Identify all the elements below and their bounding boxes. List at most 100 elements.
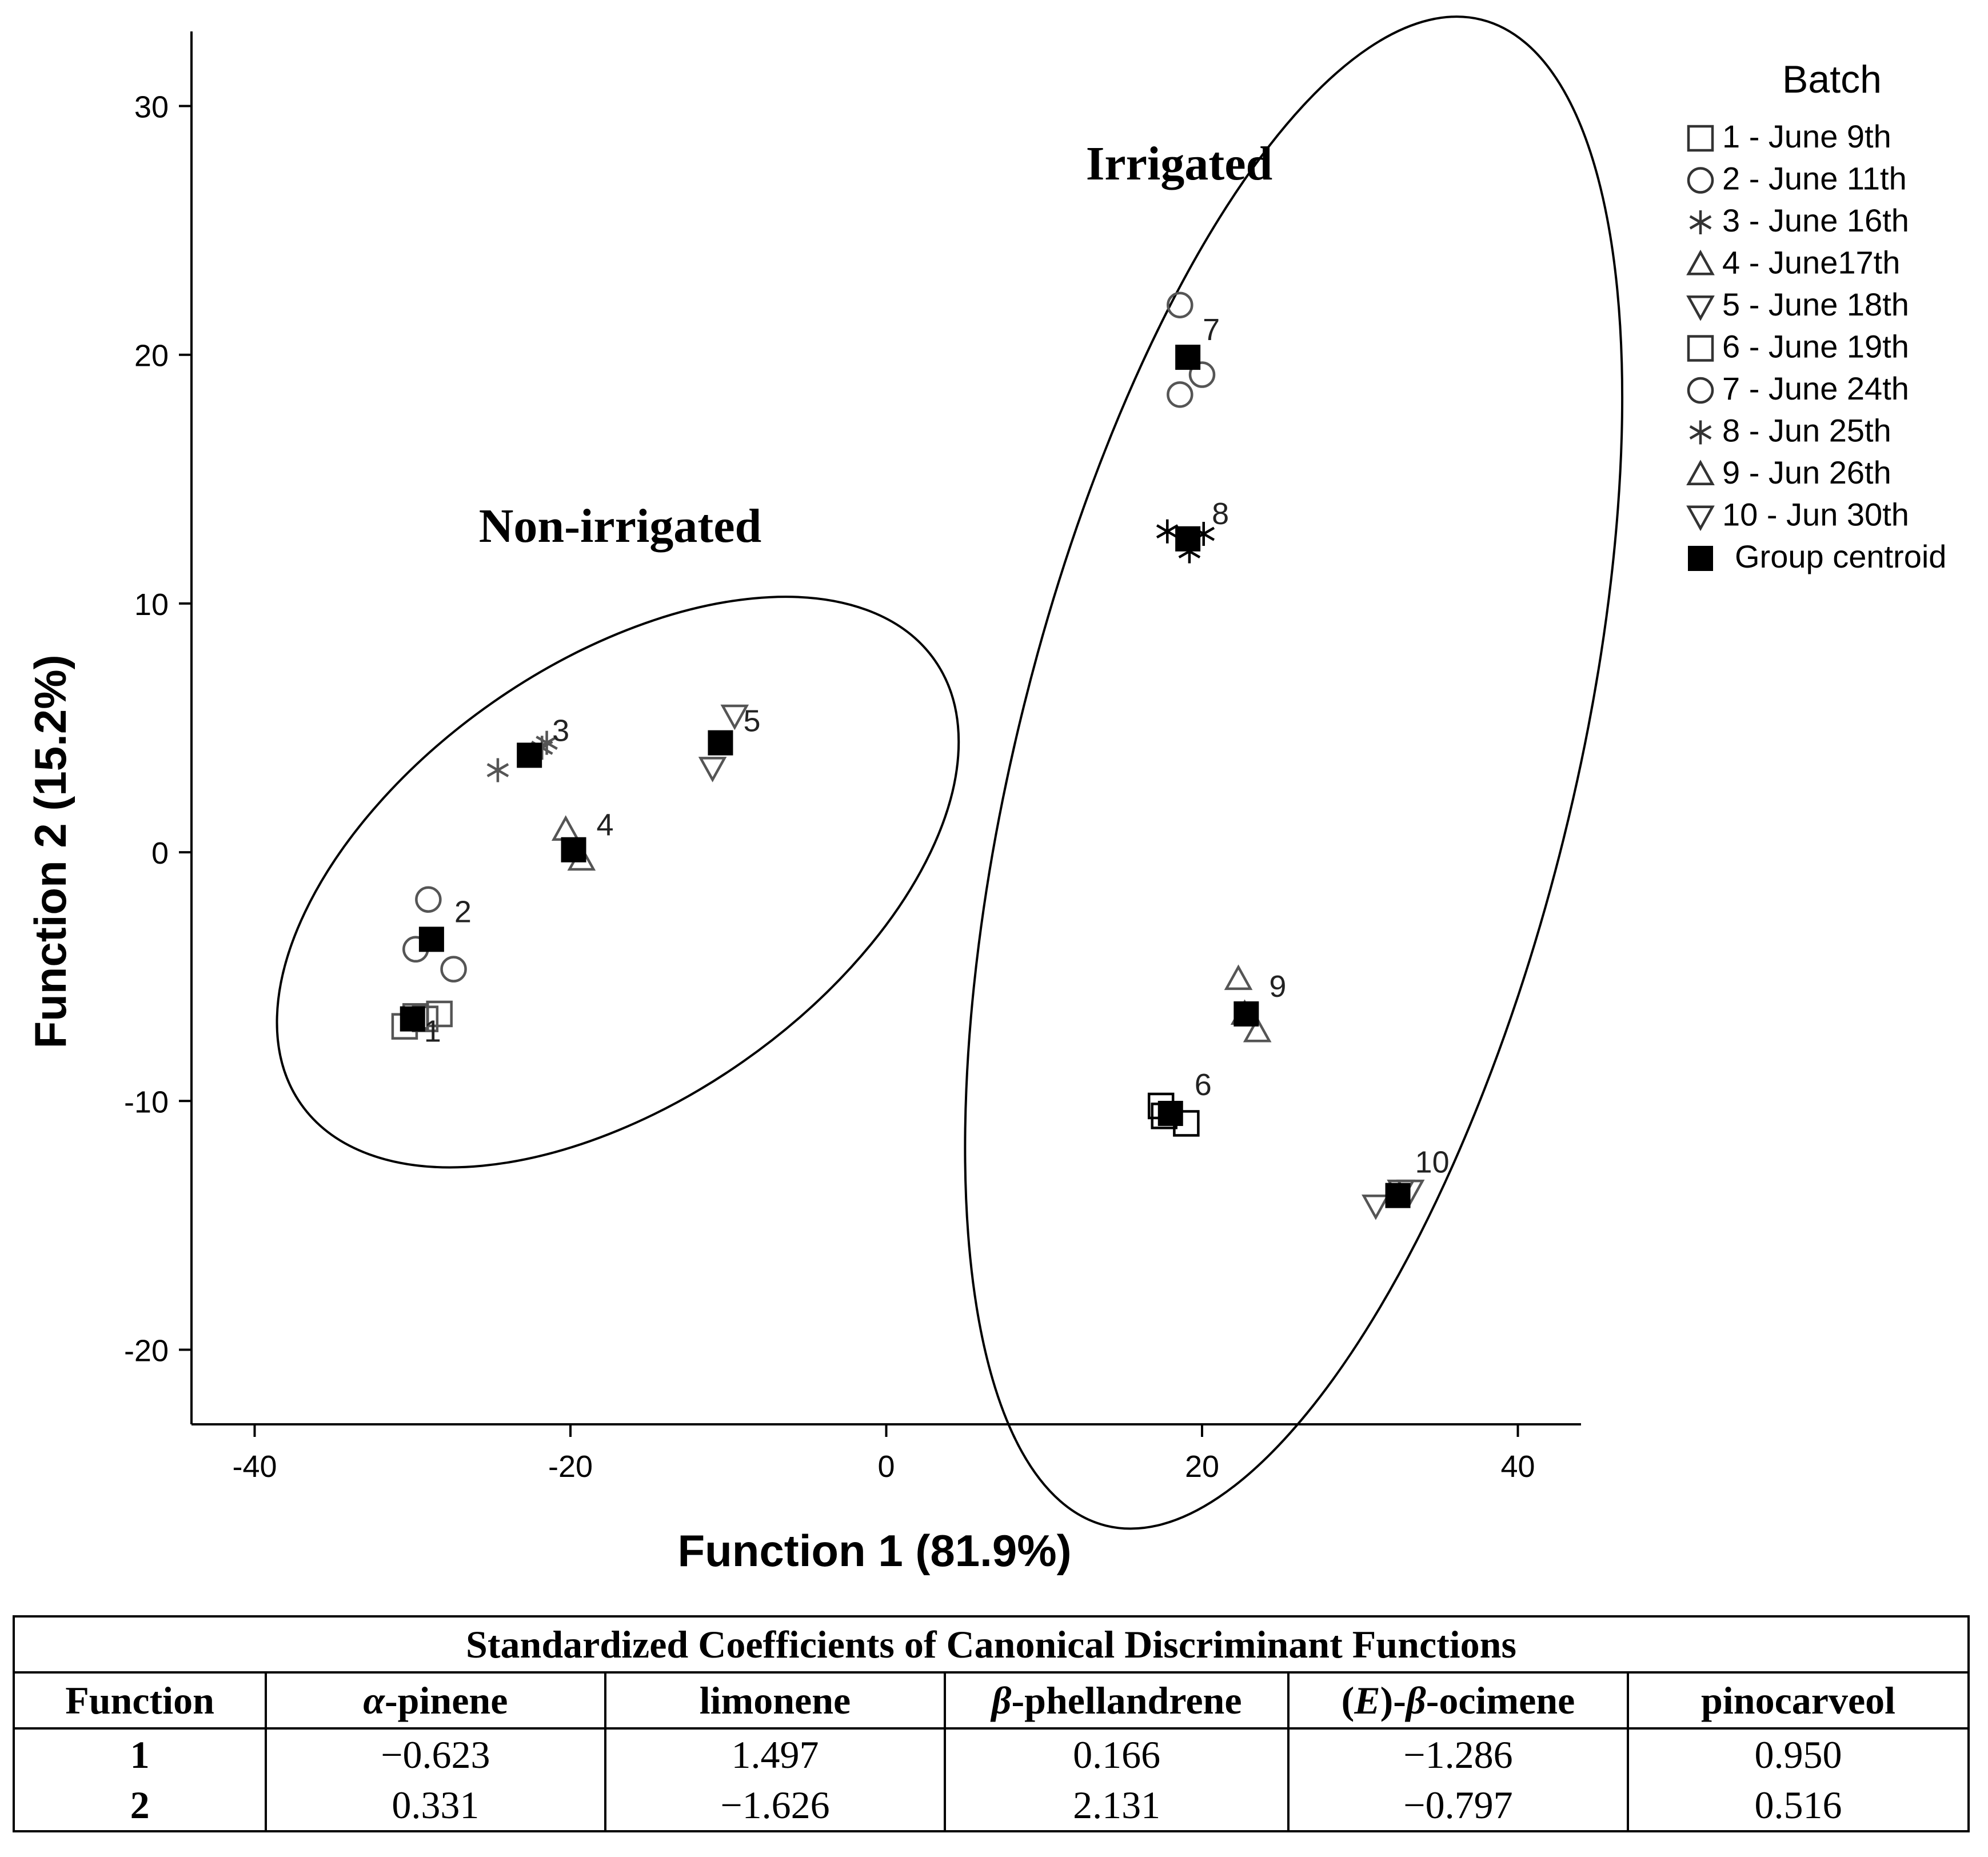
legend-label: 6 - June 19th: [1722, 329, 1909, 365]
x-tick-label: 20: [1185, 1449, 1219, 1484]
group-centroid: [708, 730, 733, 756]
legend-label: 2 - June 11th: [1722, 161, 1907, 197]
group-centroid: [1233, 1001, 1259, 1027]
centroid-label: 10: [1415, 1145, 1450, 1180]
legend-marker: [1689, 210, 1712, 234]
group-ellipse-non-irrigated: [276, 596, 960, 1169]
legend-marker: [1686, 249, 1715, 275]
legend-marker: [1686, 505, 1715, 532]
table-cell: −0.797: [1288, 1780, 1630, 1832]
group-labels: Non-irrigated Irrigated: [479, 137, 1273, 553]
table-cell: 0.331: [266, 1780, 606, 1832]
group-label-non-irrigated: Non-irrigated: [479, 500, 762, 553]
x-tick-label: 0: [877, 1449, 895, 1484]
table-cell: 2.131: [945, 1780, 1290, 1832]
y-axis-label: Function 2 (15.2%): [25, 654, 75, 1048]
data-point: [440, 956, 467, 983]
table-caption: Standardized Coefficients of Canonical D…: [13, 1615, 1970, 1674]
data-point: [1362, 1194, 1390, 1220]
legend-marker: [1687, 377, 1714, 404]
data-point: [551, 815, 580, 841]
data-point: [486, 758, 509, 782]
group-ellipse-irrigated: [964, 15, 1624, 1530]
coefficients-table: Standardized Coefficients of Canonical D…: [12, 1615, 1970, 1832]
group-ellipses: [276, 15, 1624, 1530]
table-cell: 2: [12, 1780, 268, 1832]
group-centroid: [400, 1006, 425, 1032]
header-function: Function: [12, 1672, 268, 1730]
data-point: [1167, 291, 1193, 318]
legend: Batch 1 - June 9th 2 - June 11th 3 - June …: [1686, 58, 1946, 574]
legend-label: 3 - June 16th: [1722, 202, 1909, 238]
group-centroid: [561, 837, 586, 862]
group-centroid: [1175, 345, 1201, 370]
table-cell: 0.950: [1628, 1728, 1970, 1780]
legend-label: Group centroid: [1735, 538, 1946, 574]
legend-title: Batch: [1782, 58, 1882, 101]
centroid-label: 3: [552, 713, 569, 748]
table-cell: 0.516: [1628, 1780, 1970, 1832]
y-tick-label: 10: [134, 588, 169, 622]
header-limonene: limonene: [605, 1672, 947, 1730]
legend-label: 10 - Jun 30th: [1722, 497, 1909, 533]
x-tick-label: 40: [1500, 1449, 1535, 1484]
legend-marker: [1687, 335, 1714, 362]
centroid-label: 9: [1269, 969, 1286, 1004]
data-point: [1156, 519, 1179, 544]
header-pinocarveol: pinocarveol: [1628, 1672, 1970, 1730]
group-centroid: [517, 742, 542, 768]
legend-label: 7 - June 24th: [1722, 370, 1909, 406]
y-tick-label: -20: [124, 1333, 169, 1368]
legend-label: 9 - Jun 26th: [1722, 454, 1891, 490]
legend-marker: [1688, 546, 1713, 571]
header-ocimene: (E)-β-ocimene: [1288, 1672, 1630, 1730]
x-tick-label: -40: [232, 1449, 277, 1484]
legend-marker: [1689, 420, 1712, 445]
x-axis-label: Function 1 (81.9%): [677, 1525, 1071, 1576]
centroid-label: 6: [1195, 1068, 1212, 1102]
y-tick-label: -10: [124, 1085, 169, 1119]
group-centroid: [418, 926, 444, 952]
group-centroid: [1157, 1101, 1183, 1127]
group-centroid: [1385, 1183, 1411, 1208]
y-tick-label: 30: [134, 90, 169, 125]
legend-marker: [1686, 295, 1715, 321]
legend-label: 1 - June 9th: [1722, 118, 1891, 154]
data-point: [1224, 964, 1253, 991]
centroid-label: 5: [743, 704, 760, 738]
table-header-row: Function α-pinene limonene β-phellandren…: [12, 1672, 1970, 1730]
header-beta-phellandrene: β-phellandrene: [945, 1672, 1290, 1730]
data-point: [426, 1000, 453, 1028]
group-centroid: [1175, 526, 1201, 552]
table-cell: −1.286: [1288, 1728, 1630, 1780]
y-tick-label: 20: [134, 339, 169, 373]
centroid-label: 8: [1212, 497, 1229, 531]
table-cell: 1.497: [605, 1728, 947, 1780]
legend-label: 8 - Jun 25th: [1722, 413, 1891, 449]
axes: -20 -10 0 10 20 30 -40 -20 0 20 40: [124, 31, 1581, 1484]
centroid-label: 4: [597, 808, 614, 842]
centroid-label: 7: [1203, 313, 1220, 347]
centroid-label: 2: [454, 894, 472, 929]
legend-marker: [1686, 460, 1715, 486]
data-point: [1243, 1016, 1272, 1043]
table-cell: 0.166: [945, 1728, 1290, 1780]
header-alpha-pinene: α-pinene: [266, 1672, 606, 1730]
scatter-chart: 1 2 3 4 5 6 7 8 9 10 -20 -10 0 10 20 30 -40 -20 0 20 40 Non…: [25, 15, 1946, 1576]
data-point: [1167, 381, 1193, 408]
legend-label: 4 - June17th: [1722, 245, 1900, 281]
data-point: [720, 704, 749, 730]
x-tick-label: -20: [548, 1449, 593, 1484]
data-point: [1188, 361, 1216, 388]
data-point: [415, 886, 442, 913]
table-cell: −0.623: [266, 1728, 606, 1780]
legend-marker: [1687, 125, 1714, 152]
group-label-irrigated: Irrigated: [1086, 137, 1273, 190]
data-point: [698, 757, 727, 782]
centroid-label: 1: [424, 1015, 441, 1049]
table-row: 1 −0.623 1.497 0.166 −1.286 0.950: [12, 1728, 1970, 1780]
table-cell: 1: [12, 1728, 268, 1780]
legend-marker: [1687, 167, 1714, 194]
y-tick-label: 0: [151, 836, 169, 870]
table-row: 2 0.331 −1.626 2.131 −0.797 0.516: [12, 1780, 1970, 1832]
